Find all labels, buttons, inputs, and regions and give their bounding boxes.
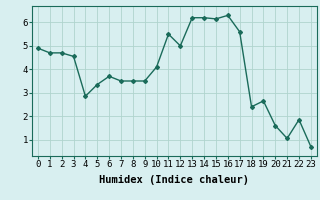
X-axis label: Humidex (Indice chaleur): Humidex (Indice chaleur) xyxy=(100,175,249,185)
